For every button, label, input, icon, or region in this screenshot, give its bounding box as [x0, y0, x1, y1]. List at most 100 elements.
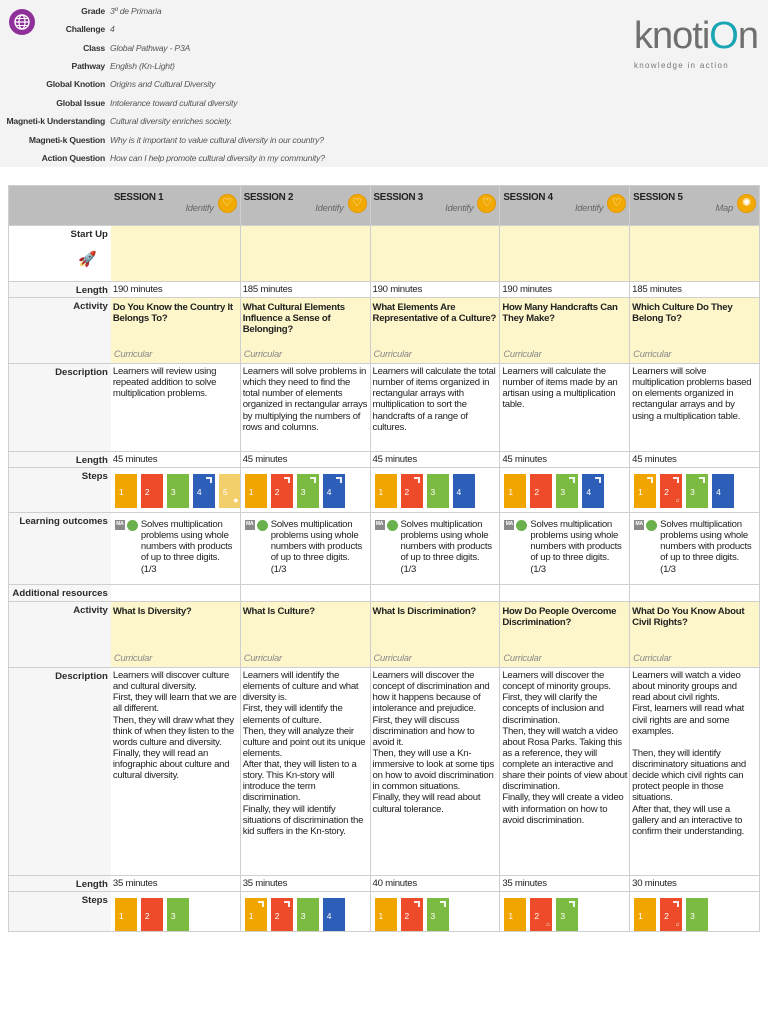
step-card[interactable]: 4	[712, 474, 735, 508]
learning-outcome: MA Solves multiplication problems using w…	[630, 513, 760, 584]
activity-cell: How Do People Overcome Discrimination? Cu…	[500, 602, 631, 667]
activity-title[interactable]: How Many Handcrafts Can They Make?	[502, 302, 618, 325]
row-label-text: Additional resources	[12, 588, 108, 599]
meta-row: Magneti-k Understanding Cultural diversit…	[0, 112, 232, 130]
step-card[interactable]: 2	[140, 474, 163, 508]
activity-title[interactable]: What Elements Are Representative of a Cu…	[372, 302, 497, 325]
meta-label: Class	[83, 42, 105, 53]
row-label: Activity	[9, 602, 111, 667]
step-card[interactable]: 2	[400, 898, 423, 931]
bar-chart-icon	[413, 477, 420, 483]
step-card[interactable]: 2	[530, 474, 553, 508]
step-number: 1	[638, 487, 643, 497]
step-card[interactable]: 1	[504, 474, 527, 508]
step-card[interactable]: 3	[296, 898, 319, 931]
step-card[interactable]: 1	[244, 474, 267, 508]
step-card[interactable]: 2	[270, 898, 293, 931]
activity-title[interactable]: What Is Diversity?	[112, 606, 192, 617]
step-number: 2	[664, 487, 669, 497]
step-card[interactable]: 1	[374, 474, 397, 508]
activity-length-text: 45 minutes	[502, 454, 547, 465]
step-card[interactable]: 2	[270, 474, 293, 508]
session-phase: Map	[715, 202, 734, 213]
session-length-row: Length 190 minutes 185 minutes 190 minutes 1…	[9, 282, 760, 298]
activity-cell: Do You Know the Country It Belongs To? Cu…	[110, 298, 241, 363]
step-card[interactable]: 2 ⌂	[660, 898, 683, 931]
bar-chart-icon	[439, 901, 446, 907]
step-card[interactable]: 3	[556, 474, 579, 508]
activity-description: Learners will discover the concept of di…	[372, 670, 495, 815]
meta-value: Intolerance toward cultural diversity	[110, 97, 238, 108]
step-number: 4	[456, 487, 462, 497]
step-card[interactable]: 4	[452, 474, 475, 508]
step-list: 1 2 ⌂ 3 4	[632, 470, 757, 508]
step-number: 2	[144, 487, 150, 497]
step-card[interactable]: 4	[582, 474, 605, 508]
description-cell: Learners will calculate the total number…	[370, 364, 501, 451]
learning-outcome: MA Solves multiplication problems using w…	[370, 513, 501, 584]
step-card[interactable]: 2	[140, 898, 163, 931]
step-card[interactable]: 4	[322, 898, 345, 931]
activity-title[interactable]: What Is Culture?	[242, 606, 315, 617]
additional-resources-cell	[370, 585, 501, 601]
ma-badge: MA	[374, 520, 385, 530]
step-card[interactable]: 5 ◆	[218, 474, 240, 508]
curricular-tag: Curricular	[503, 652, 542, 664]
outcome-icons: MA	[114, 519, 138, 575]
step-card[interactable]: 3	[166, 474, 189, 508]
curricular-tag: Curricular	[243, 652, 282, 664]
start-up-cell	[630, 226, 760, 281]
outcome-item: MA Solves multiplication problems using w…	[502, 515, 627, 575]
activity-cell: What Is Discrimination? Curricular	[370, 602, 501, 667]
activity-title[interactable]: What Do You Know About Civil Rights?	[632, 606, 745, 629]
step-card[interactable]: 1	[114, 474, 137, 508]
step-card[interactable]: 4	[322, 474, 345, 508]
session-length-text: 190 minutes	[112, 284, 163, 295]
step-number: 1	[248, 487, 254, 497]
activity-length: 35 minutes	[110, 876, 241, 891]
step-card[interactable]: 1	[634, 898, 657, 931]
step-card[interactable]: 1	[634, 474, 657, 508]
step-card[interactable]: 1	[504, 898, 527, 931]
session-title: SESSION 2	[243, 192, 294, 203]
step-number: 3	[690, 487, 695, 497]
step-card[interactable]: 3	[296, 474, 319, 508]
description-cell: Learners will discover the concept of mi…	[500, 668, 631, 875]
step-card[interactable]: 1	[244, 898, 267, 931]
step-card[interactable]: 3	[686, 474, 709, 508]
step-card[interactable]: 3	[426, 474, 449, 508]
outcome-text: Solves multiplication problems using who…	[660, 519, 752, 575]
outcome-text: Solves multiplication problems using who…	[400, 519, 493, 575]
activity-length-text: 45 minutes	[632, 454, 677, 465]
step-card[interactable]: 1	[114, 898, 137, 931]
step-card[interactable]: 2 ⌂	[530, 898, 553, 931]
step-card[interactable]: 3	[426, 898, 449, 931]
step-number: 3	[430, 487, 436, 497]
step-number: 3	[690, 911, 695, 921]
step-number: 2	[534, 911, 539, 921]
step-card[interactable]: 1	[374, 898, 397, 931]
step-card[interactable]: 2	[400, 474, 423, 508]
step-card[interactable]: 3	[556, 898, 579, 931]
curricular-tag: Curricular	[503, 348, 542, 360]
meta-label: Action Question	[41, 153, 106, 164]
step-card[interactable]: 3	[686, 898, 709, 931]
map-icon: ✺	[737, 194, 756, 213]
meta-label: Global Knotion	[46, 79, 105, 90]
step-card[interactable]: 3	[166, 898, 189, 931]
start-up-cell	[500, 226, 631, 281]
step-number: 3	[560, 487, 565, 497]
activity-title[interactable]: What Is Discrimination?	[372, 606, 477, 617]
activity-title[interactable]: Do You Know the Country It Belongs To?	[112, 302, 233, 325]
row-label: Steps	[9, 892, 111, 931]
activity-title[interactable]: What Cultural Elements Influence a Sense…	[242, 302, 345, 336]
ma-badge: MA	[634, 520, 645, 530]
activity-title[interactable]: Which Culture Do They Belong To?	[632, 302, 733, 325]
step-list: 1 2 3 4	[243, 894, 368, 931]
step-card[interactable]: 4	[192, 474, 215, 508]
curricular-tag: Curricular	[113, 348, 152, 360]
step-card[interactable]: 2 ⌂	[660, 474, 683, 508]
activity-title[interactable]: How Do People Overcome Discrimination?	[502, 606, 617, 629]
outcome-icons: MA	[504, 519, 528, 575]
outcome-icons: MA	[244, 519, 268, 575]
